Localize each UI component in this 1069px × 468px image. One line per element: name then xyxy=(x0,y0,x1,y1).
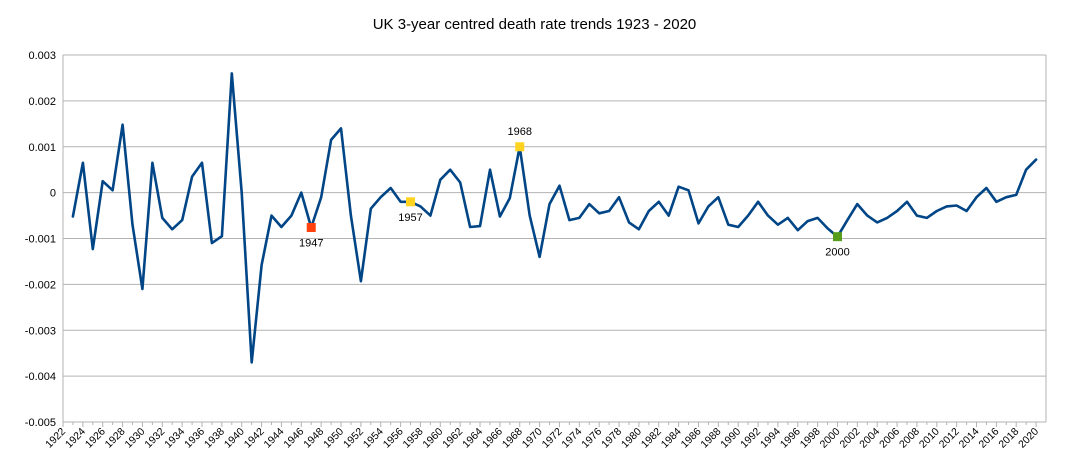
x-tick-label: 1962 xyxy=(440,426,465,451)
x-tick-label: 1956 xyxy=(381,426,406,451)
x-tick-label: 1984 xyxy=(659,426,684,451)
y-tick-label: -0.004 xyxy=(25,371,56,383)
x-tick-label: 1980 xyxy=(619,426,644,451)
annotation-label-1968: 1968 xyxy=(508,126,532,138)
x-tick-label: 2000 xyxy=(818,426,843,451)
x-tick-label: 1924 xyxy=(63,426,88,451)
x-tick-label: 1958 xyxy=(401,426,426,451)
x-tick-label: 1922 xyxy=(43,426,68,451)
x-tick-label: 1990 xyxy=(718,426,743,451)
x-tick-label: 2012 xyxy=(937,426,962,451)
x-tick-label: 1960 xyxy=(420,426,445,451)
x-tick-label: 1942 xyxy=(242,426,267,451)
x-tick-label: 1974 xyxy=(559,426,584,451)
x-tick-label: 1936 xyxy=(182,426,207,451)
x-tick-label: 1938 xyxy=(202,426,227,451)
y-tick-label: 0.002 xyxy=(28,96,56,108)
x-tick-label: 2014 xyxy=(957,426,982,451)
annotation-label-1957: 1957 xyxy=(398,212,422,224)
x-tick-label: 1940 xyxy=(222,426,247,451)
chart-title: UK 3-year centred death rate trends 1923… xyxy=(372,16,697,33)
marker-1957 xyxy=(406,197,416,207)
x-tick-label: 1968 xyxy=(500,426,525,451)
x-tick-label: 1948 xyxy=(301,426,326,451)
annotation-label-1947: 1947 xyxy=(299,237,323,249)
x-tick-label: 1926 xyxy=(83,426,108,451)
y-tick-label: 0 xyxy=(50,188,56,200)
x-tick-label: 1986 xyxy=(679,426,704,451)
x-tick-label: 1930 xyxy=(123,426,148,451)
annotation-label-2000: 2000 xyxy=(825,247,849,259)
x-tick-label: 1988 xyxy=(698,426,723,451)
x-tick-label: 1944 xyxy=(262,426,287,451)
x-tick-label: 2018 xyxy=(996,426,1021,451)
x-tick-label: 2002 xyxy=(837,426,862,451)
x-tick-label: 1976 xyxy=(579,426,604,451)
x-tick-label: 1978 xyxy=(599,426,624,451)
x-tick-label: 1932 xyxy=(142,426,167,451)
x-tick-label: 1970 xyxy=(520,426,545,451)
marker-1947 xyxy=(306,222,316,232)
x-tick-label: 1928 xyxy=(103,426,128,451)
x-tick-label: 2008 xyxy=(897,426,922,451)
x-tick-label: 1966 xyxy=(480,426,505,451)
marker-1968 xyxy=(515,142,525,152)
y-tick-label: 0.001 xyxy=(28,142,56,154)
x-tick-label: 2016 xyxy=(976,426,1001,451)
x-tick-label: 2010 xyxy=(917,426,942,451)
x-tick-label: 1996 xyxy=(778,426,803,451)
marker-2000 xyxy=(832,232,842,242)
y-tick-label: -0.005 xyxy=(25,417,56,429)
x-tick-label: 1934 xyxy=(162,426,187,451)
x-tick-label: 1950 xyxy=(321,426,346,451)
y-tick-label: -0.003 xyxy=(25,325,56,337)
y-tick-label: -0.001 xyxy=(25,234,56,246)
x-tick-label: 2006 xyxy=(877,426,902,451)
series-line xyxy=(71,72,1038,364)
y-tick-label: -0.002 xyxy=(25,279,56,291)
x-tick-label: 1992 xyxy=(738,426,763,451)
x-tick-label: 2004 xyxy=(857,426,882,451)
x-tick-label: 1998 xyxy=(798,426,823,451)
y-tick-label: 0.003 xyxy=(28,50,56,62)
x-tick-label: 2020 xyxy=(1016,426,1041,451)
x-tick-label: 1982 xyxy=(639,426,664,451)
x-tick-label: 1972 xyxy=(540,426,565,451)
x-tick-label: 1946 xyxy=(281,426,306,451)
x-tick-label: 1952 xyxy=(341,426,366,451)
x-tick-label: 1994 xyxy=(758,426,783,451)
x-tick-label: 1954 xyxy=(361,426,386,451)
x-tick-label: 1964 xyxy=(460,426,485,451)
